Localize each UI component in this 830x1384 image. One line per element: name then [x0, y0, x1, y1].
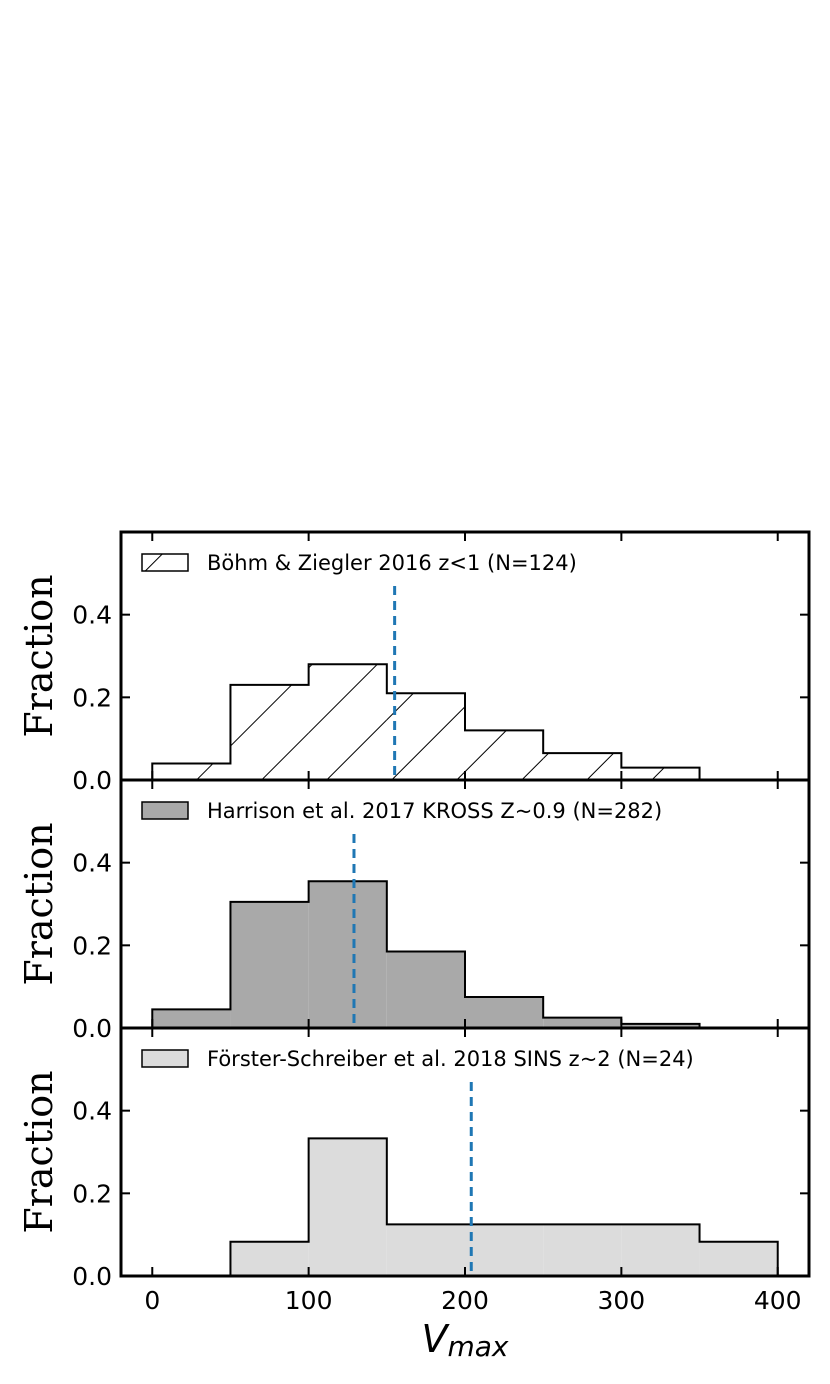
- histogram-bar: [308, 664, 387, 780]
- panel-1: 0.0 0.2 0.4 Böhm & Ziegler 2016 z<1 (N=124)…: [17, 530, 811, 795]
- histogram-bar: [308, 881, 387, 1028]
- histogram-bar: [308, 1138, 387, 1276]
- histogram-bar: [621, 767, 700, 780]
- legend: Förster-Schreiber et al. 2018 SINS z~2 (…: [141, 1047, 694, 1071]
- y-tick-label: 0.4: [72, 1097, 112, 1126]
- histogram-bar: [699, 1241, 778, 1276]
- legend-label: Förster-Schreiber et al. 2018 SINS z~2 (…: [207, 1047, 694, 1071]
- y-tick-label: 0.4: [72, 601, 112, 630]
- histogram-bar: [621, 1224, 700, 1276]
- histogram-outline: [229, 1137, 779, 1276]
- x-tick-label: 0: [144, 1286, 160, 1315]
- histogram-outline: [151, 663, 701, 780]
- x-tick-label: 100: [285, 1286, 333, 1315]
- legend-swatch: [141, 1049, 189, 1068]
- y-axis-label: Fraction: [17, 1070, 61, 1233]
- histogram-bar: [230, 901, 309, 1028]
- y-tick-label: 0.0: [72, 766, 112, 795]
- x-tick-label: 400: [754, 1286, 802, 1315]
- y-tick-label: 0.2: [72, 1179, 112, 1208]
- histogram-bar: [543, 1017, 622, 1028]
- histogram-bar: [465, 997, 544, 1028]
- x-axis: 0 100 200 300 400: [144, 1286, 801, 1315]
- legend: Harrison et al. 2017 KROSS Z~0.9 (N=282): [141, 799, 662, 823]
- y-axis-label: Fraction: [17, 574, 61, 737]
- panel-2: 0.0 0.2 0.4 Harrison et al. 2017 KROSS Z~0.…: [17, 778, 811, 1043]
- histogram-bar: [152, 1009, 231, 1028]
- legend-swatch: [141, 553, 189, 572]
- x-tick-label: 200: [441, 1286, 489, 1315]
- y-tick-label: 0.2: [72, 683, 112, 712]
- histogram-bar: [230, 684, 309, 780]
- legend-label: Harrison et al. 2017 KROSS Z~0.9 (N=282): [207, 799, 662, 823]
- histogram-bar: [386, 1224, 465, 1276]
- histogram-bar: [543, 753, 622, 780]
- y-axis-label: Fraction: [17, 822, 61, 985]
- y-tick-label: 0.0: [72, 1262, 112, 1291]
- legend: Böhm & Ziegler 2016 z<1 (N=124): [141, 551, 577, 575]
- histogram-bar: [152, 763, 231, 780]
- legend-swatch: [141, 801, 189, 820]
- panel-3: 0.0 0.2 0.4 Förster-Schreiber et al. 2018 S…: [17, 1026, 811, 1291]
- legend-label: Böhm & Ziegler 2016 z<1 (N=124): [207, 551, 577, 575]
- histogram-bar: [621, 1023, 700, 1028]
- histogram-bar: [465, 730, 544, 780]
- y-tick-label: 0.4: [72, 849, 112, 878]
- histogram-bar: [386, 693, 465, 780]
- y-tick-label: 0.2: [72, 931, 112, 960]
- histogram-bar: [230, 1241, 309, 1276]
- histogram-bar: [386, 951, 465, 1028]
- panel-frame: [119, 1026, 811, 1278]
- x-tick-label: 300: [598, 1286, 646, 1315]
- y-tick-label: 0.0: [72, 1014, 112, 1043]
- histogram-bar: [543, 1224, 622, 1276]
- x-axis-label: Vmax: [421, 1317, 508, 1363]
- histogram-bar: [465, 1224, 544, 1276]
